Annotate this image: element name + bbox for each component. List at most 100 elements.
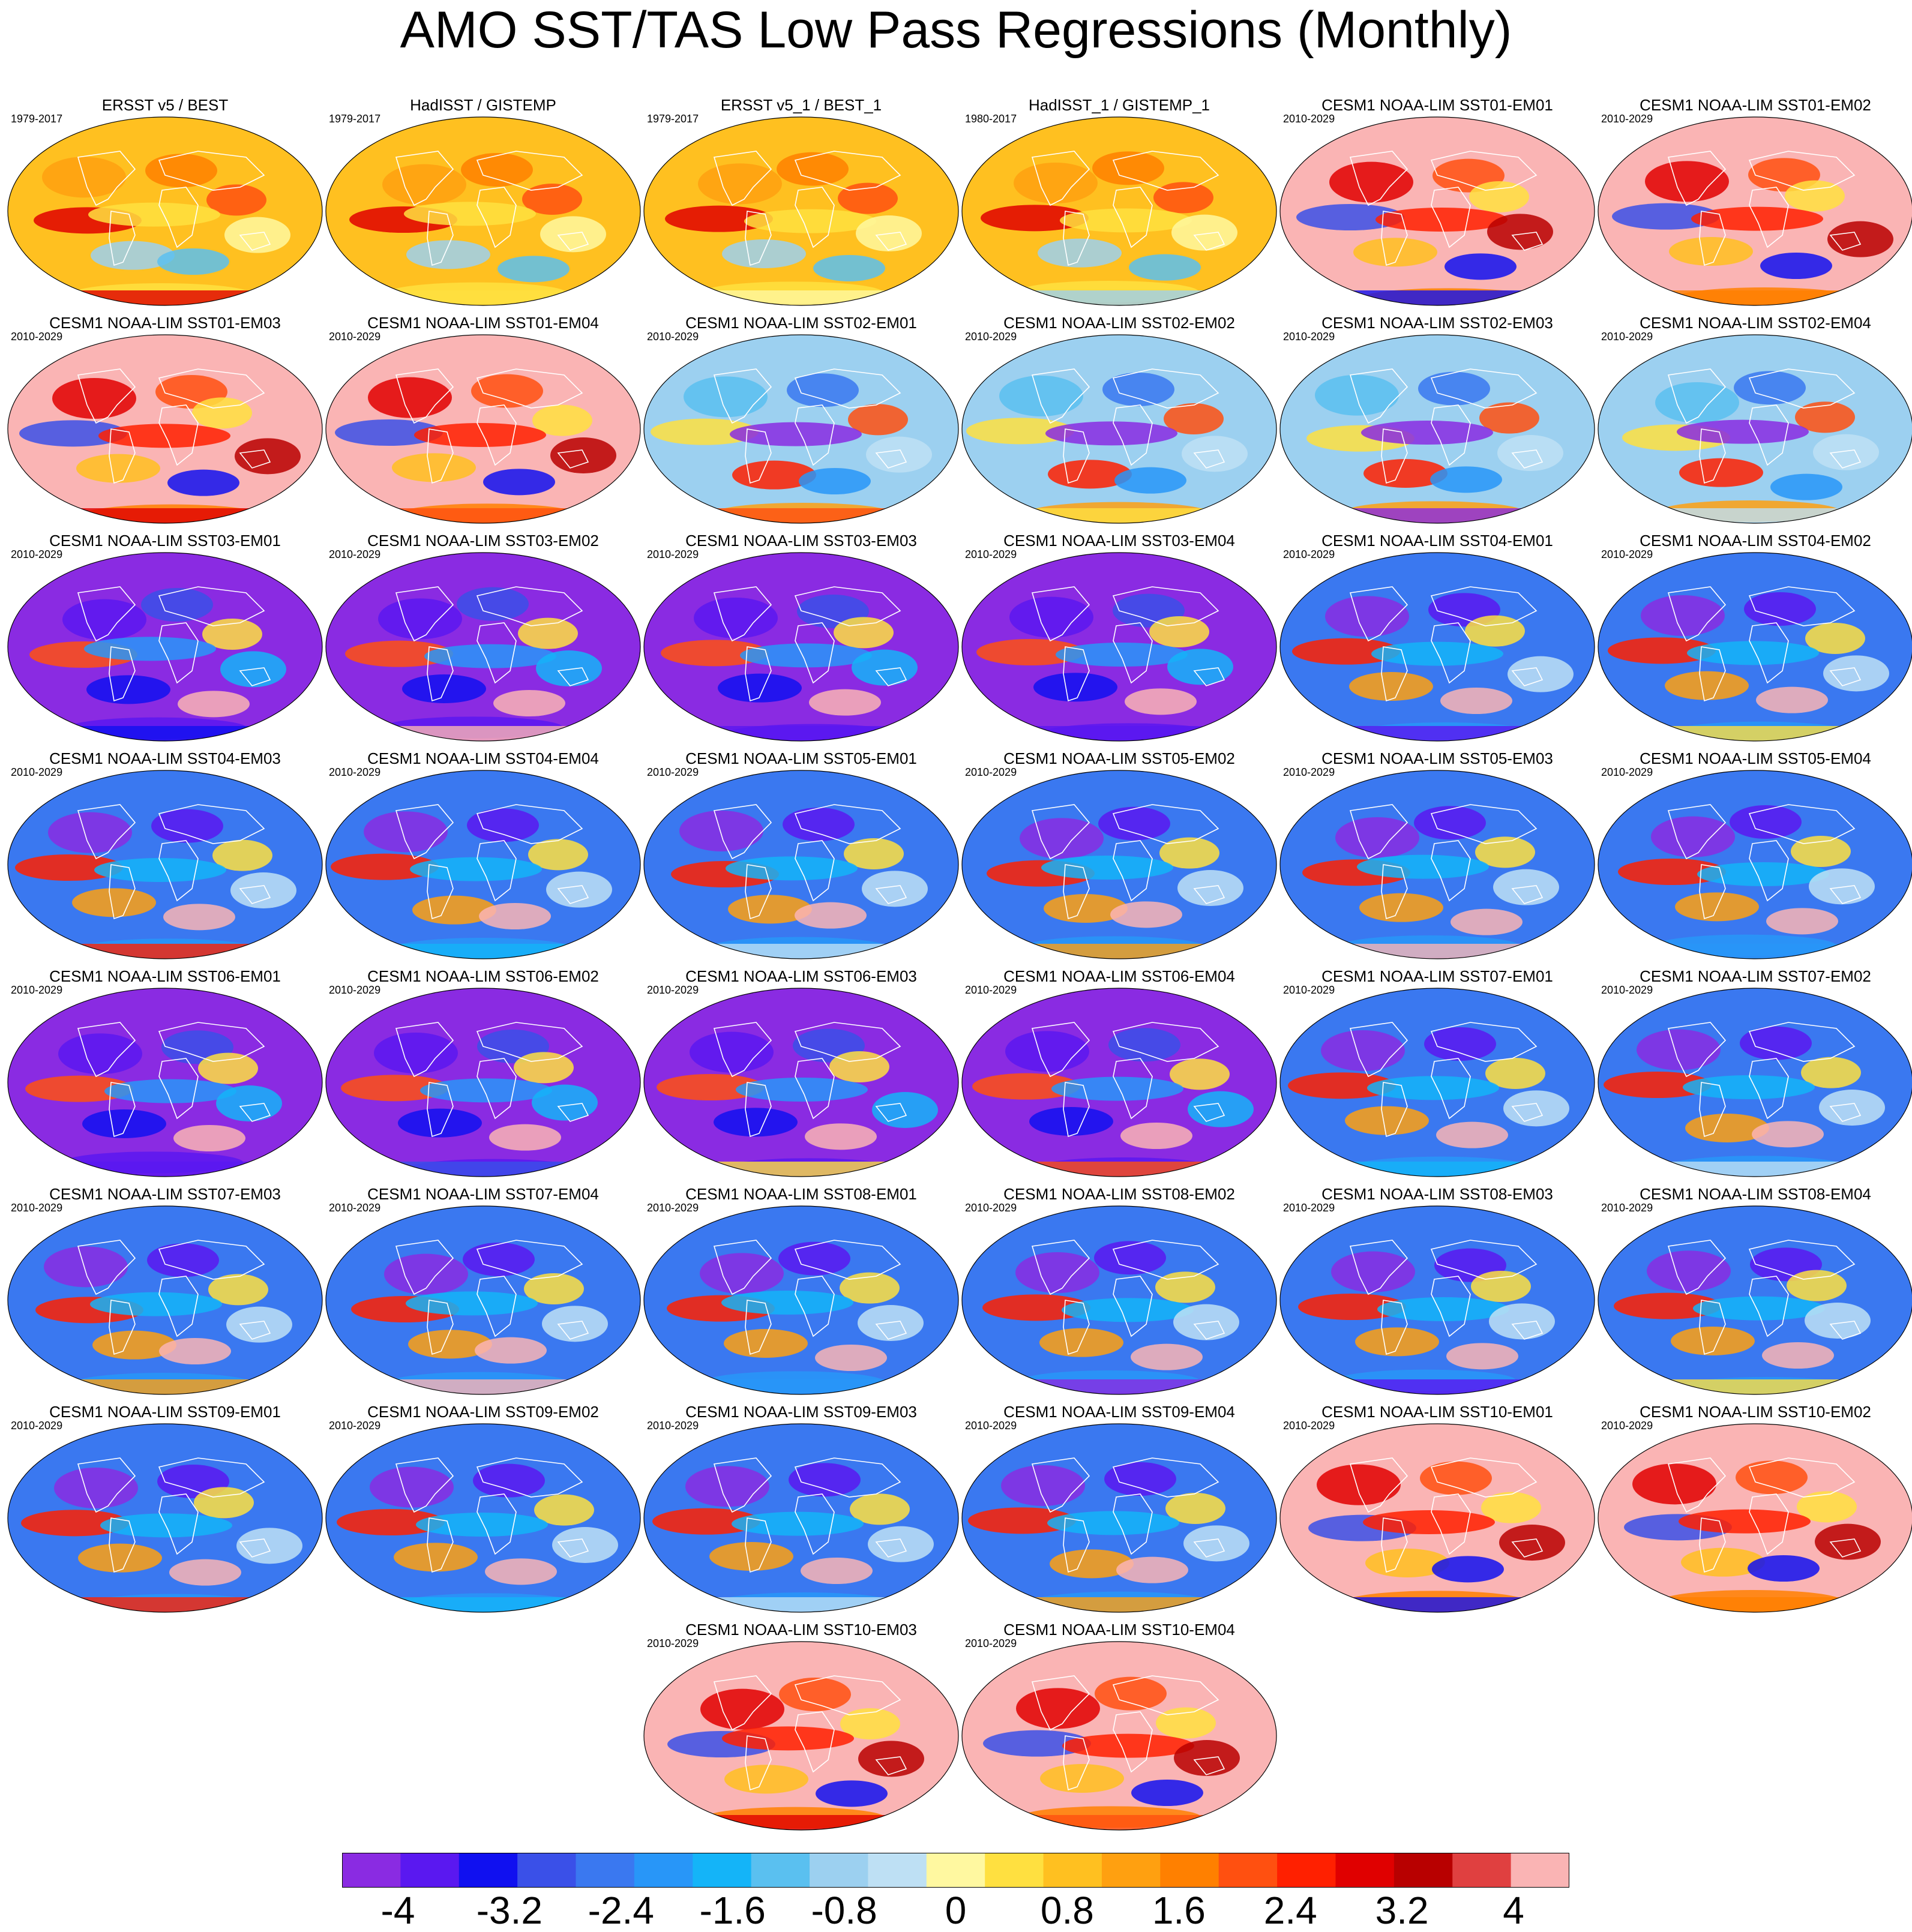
contour-region (194, 1487, 254, 1519)
map-panel: CESM1 NOAA-LIM SST05-EM02 2010-2029 (960, 749, 1278, 961)
contour-region (801, 1558, 873, 1584)
contour-region (1317, 1464, 1401, 1505)
antarctic-band (644, 1379, 958, 1394)
colorbar-swatch (926, 1853, 985, 1888)
contour-region (872, 1092, 938, 1128)
coastline (1511, 449, 1544, 469)
contour-region (546, 871, 612, 908)
contour-region (536, 650, 602, 686)
contour-region (1681, 1547, 1765, 1577)
contour-region (1485, 1058, 1545, 1089)
map-border (961, 770, 1277, 959)
coastline (1381, 428, 1408, 484)
contour-region (1183, 1525, 1249, 1562)
contour-region (1060, 208, 1192, 233)
contour-region (475, 1337, 547, 1364)
map-panel: CESM1 NOAA-LIM SST10-EM04 2010-2029 (960, 1621, 1278, 1832)
map-panel: CESM1 NOAA-LIM SST02-EM03 2010-2029 (1278, 314, 1596, 525)
contour-region (1430, 466, 1502, 493)
contour-region (1823, 655, 1889, 692)
map-border (1279, 334, 1595, 524)
coastline (1031, 1240, 1090, 1295)
coastline (1667, 1022, 1727, 1078)
panel-title: CESM1 NOAA-LIM SST03-EM03 (685, 532, 917, 550)
contour-region (1045, 421, 1177, 446)
robinson-map (7, 1423, 323, 1613)
coastline (1431, 840, 1471, 902)
coastline (109, 646, 136, 702)
contour-region (1608, 637, 1716, 664)
contour-region (1296, 204, 1404, 230)
coastline (1112, 1457, 1219, 1498)
contour-region (159, 1338, 231, 1364)
colorbar-tick-label: -4 (380, 1889, 415, 1932)
contour-region (1736, 1460, 1808, 1495)
map-border (961, 116, 1277, 306)
map-border (1279, 770, 1595, 959)
contour-region (19, 420, 127, 447)
map-panel: CESM1 NOAA-LIM SST01-EM04 2010-2029 (324, 314, 642, 525)
contour-region (398, 1108, 482, 1138)
contour-region (1679, 458, 1763, 487)
map-panel: CESM1 NOAA-LIM SST03-EM03 2010-2029 (642, 532, 960, 743)
contour-region (84, 637, 216, 661)
colorbar-swatch (868, 1853, 927, 1888)
contour-region (420, 1078, 552, 1103)
map-border (1279, 1205, 1595, 1395)
contour-region (1321, 1030, 1405, 1071)
contour-region (522, 184, 582, 215)
robinson-map (643, 1423, 959, 1613)
coastline (1749, 187, 1789, 248)
coastline (158, 1276, 199, 1337)
map-border (1598, 1205, 1912, 1395)
contour-region (1131, 1343, 1203, 1370)
contour-region (852, 649, 918, 686)
panel-period: 2010-2029 (647, 1637, 699, 1649)
robinson-map (1279, 1205, 1595, 1395)
antarctic-band (8, 290, 322, 305)
antarctic-band (962, 944, 1276, 959)
coastline (1031, 1022, 1090, 1078)
contour-region (335, 419, 443, 446)
panel-period: 2010-2029 (1283, 1420, 1335, 1432)
map-border (1279, 552, 1595, 742)
map-panel: ERSST v5_1 / BEST_1 1979-2017 (642, 96, 960, 307)
contour-region (141, 588, 213, 622)
contour-region (167, 469, 239, 496)
robinson-map (643, 770, 959, 959)
panel-period: 2010-2029 (647, 1420, 699, 1432)
contour-region (1349, 672, 1433, 701)
antarctic-band (8, 726, 322, 741)
colorbar (342, 1853, 1569, 1888)
coastline (1063, 1735, 1090, 1791)
coastline (1349, 804, 1408, 860)
coastline (1113, 404, 1153, 466)
panel-title: CESM1 NOAA-LIM SST01-EM04 (367, 314, 599, 332)
panel-period: 2010-2029 (1283, 548, 1335, 560)
panel-period: 2010-2029 (1601, 1420, 1653, 1432)
colorbar-swatch (1101, 1853, 1161, 1888)
colorbar-swatch (634, 1853, 693, 1888)
contour-region (1040, 1764, 1124, 1793)
antarctic-band (1598, 944, 1912, 959)
coastline (794, 586, 901, 626)
panel-period: 2010-2029 (1283, 984, 1335, 996)
robinson-map (643, 988, 959, 1177)
panel-title: CESM1 NOAA-LIM SST07-EM01 (1321, 967, 1553, 985)
contour-region (1056, 643, 1188, 667)
robinson-map (325, 1423, 641, 1613)
contour-region (966, 418, 1074, 445)
coastline (1699, 864, 1726, 920)
contour-region (1791, 836, 1851, 867)
contour-region (1679, 1509, 1811, 1534)
coastline (1063, 864, 1090, 920)
coastline (1748, 804, 1856, 844)
map-border (7, 1423, 323, 1613)
colorbar-tick-label: 4 (1503, 1889, 1524, 1932)
panel-period: 2010-2029 (965, 331, 1017, 343)
coastline (476, 1493, 517, 1555)
coastline (158, 840, 199, 902)
contour-region (1645, 161, 1729, 202)
contour-region (722, 239, 806, 268)
coastline (1349, 1457, 1408, 1513)
